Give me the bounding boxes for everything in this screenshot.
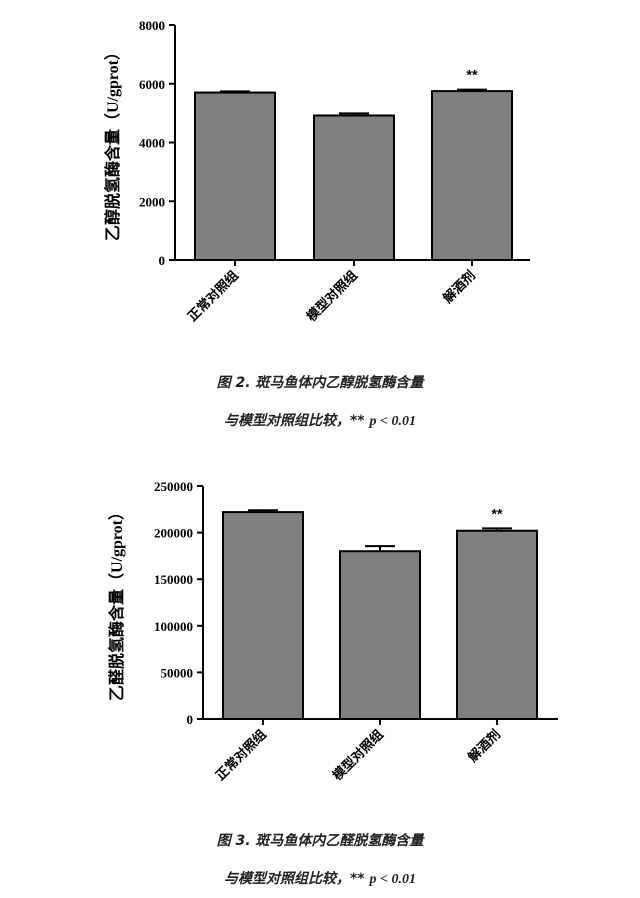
figure-2-caption-pvalue: p < 0.01 (369, 414, 416, 429)
category-label-1: 正常对照组 (185, 268, 242, 325)
category-label-2: 模型对照组 (330, 727, 387, 784)
y-tick-label: 150000 (154, 572, 193, 587)
bar-1 (194, 91, 276, 261)
category-label-3: 解酒剂 (439, 268, 479, 308)
y-tick-label: 8000 (139, 18, 165, 33)
bar-2 (313, 114, 395, 261)
y-tick-label: 6000 (139, 77, 165, 92)
significance-label: ** (492, 505, 503, 521)
category-label-1: 正常对照组 (213, 727, 270, 784)
figure-3-caption-text: 与模型对照组比较，** (223, 871, 370, 887)
y-axis-label: 乙醛脱氢酶含量（U/gprot） (107, 504, 126, 701)
y-tick-label: 50000 (161, 665, 194, 680)
figure-3: 0 50000 100000 150000 200000 250000 乙醛脱氢酶含量（U/… (0, 460, 640, 898)
bar-3 (456, 529, 538, 721)
bar-3 (431, 90, 513, 261)
figure-3-caption-line1: 图 3. 斑马鱼体内乙醛脱氢酶含量 (216, 833, 424, 849)
figure-3-caption-line2: 与模型对照组比较，** p < 0.01 (0, 868, 640, 888)
figure-3-caption-pvalue: p < 0.01 (369, 872, 416, 887)
bar-1 (222, 511, 304, 721)
bar-2 (339, 550, 421, 720)
figure-2-caption-line2: 与模型对照组比较，** p < 0.01 (0, 410, 640, 430)
y-axis-label: 乙醇脱氢酶含量（U/gprot） (103, 44, 122, 241)
y-tick-label: 100000 (154, 619, 193, 634)
category-label-2: 模型对照组 (304, 268, 361, 325)
figure-2-caption-line1: 图 2. 斑马鱼体内乙醇脱氢酶含量 (216, 375, 424, 391)
y-tick-label: 250000 (154, 479, 193, 494)
y-tick-label: 0 (159, 253, 166, 268)
figure-2-caption-text: 与模型对照组比较，** (223, 413, 370, 429)
category-label-3: 解酒剂 (464, 727, 504, 767)
y-tick-label: 0 (187, 712, 194, 727)
y-tick-label: 2000 (139, 194, 165, 209)
figure-2: 0 2000 4000 6000 8000 乙醇脱氢酶含量（U/gprot） 正常对照组 模型… (0, 0, 640, 440)
significance-label: ** (467, 67, 478, 83)
y-tick-label: 4000 (139, 136, 165, 151)
y-tick-label: 200000 (154, 526, 193, 541)
chart-1-svg: 0 2000 4000 6000 8000 乙醇脱氢酶含量（U/gprot） 正常对照组 模型… (103, 18, 530, 325)
chart-2-svg: 0 50000 100000 150000 200000 250000 乙醛脱氢酶含量（U/… (107, 479, 558, 784)
